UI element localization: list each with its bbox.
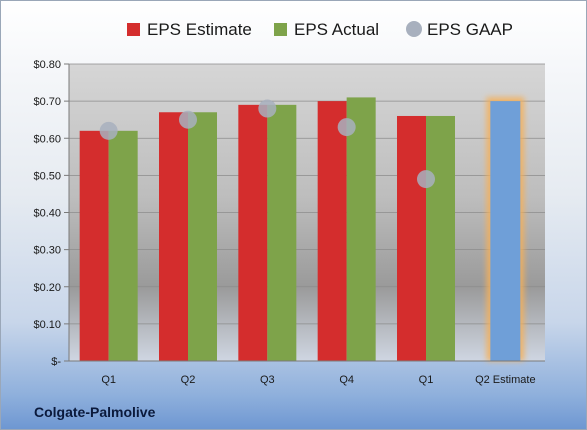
x-tick-label: Q2 — [181, 374, 196, 386]
legend: EPS Estimate EPS Actual EPS GAAP — [127, 20, 513, 39]
bar-eps-estimate — [238, 104, 268, 362]
y-axis: $- $0.10 $0.20 $0.30 $0.40 $0.50 $0.60 $0.70 $0.… — [33, 59, 70, 368]
point-eps-gaap — [258, 99, 277, 118]
point-eps-gaap — [179, 110, 197, 129]
y-tick-label: $0.30 — [33, 245, 61, 257]
legend-label: EPS GAAP — [427, 20, 513, 39]
legend-label: EPS Actual — [294, 20, 379, 39]
legend-swatch — [127, 23, 140, 36]
bar-eps-estimate — [397, 115, 426, 361]
legend-swatch — [406, 21, 422, 37]
y-tick-label: $0.40 — [33, 208, 61, 220]
y-tick-label: $0.70 — [33, 96, 61, 108]
bar-eps-estimate — [79, 130, 109, 361]
y-tick-label: $0.20 — [33, 282, 61, 294]
gaap-points — [99, 99, 435, 189]
y-tick-label: $0.60 — [33, 133, 61, 145]
x-tick-label: Q2 Estimate — [475, 374, 536, 386]
bar-eps-actual — [346, 97, 376, 361]
y-tick-label: $0.50 — [33, 170, 61, 182]
point-eps-gaap — [417, 170, 435, 189]
point-eps-gaap — [99, 121, 118, 140]
bar-eps-estimate — [317, 101, 347, 361]
x-tick-label: Q1 — [419, 374, 434, 386]
bars — [79, 97, 525, 362]
legend-swatch — [274, 23, 287, 36]
legend-label: EPS Estimate — [147, 20, 252, 39]
y-tick-label: $- — [51, 356, 61, 368]
company-name: Colgate-Palmolive — [34, 404, 156, 420]
bar-eps-actual — [188, 112, 217, 361]
bar-eps-estimate — [159, 112, 188, 361]
x-tick-label: Q3 — [260, 374, 275, 386]
x-axis: Q1 Q2 Q3 Q4 Q1 Q2 Estimate — [69, 360, 545, 386]
bar-q2-estimate — [490, 101, 521, 361]
x-tick-label: Q4 — [339, 374, 354, 386]
bar-eps-actual — [426, 115, 455, 361]
point-eps-gaap — [337, 118, 356, 137]
bar-eps-actual — [108, 130, 138, 361]
y-tick-label: $0.80 — [33, 59, 61, 71]
y-tick-label: $0.10 — [33, 319, 61, 331]
x-tick-label: Q1 — [101, 374, 116, 386]
bar-eps-actual — [267, 104, 297, 362]
